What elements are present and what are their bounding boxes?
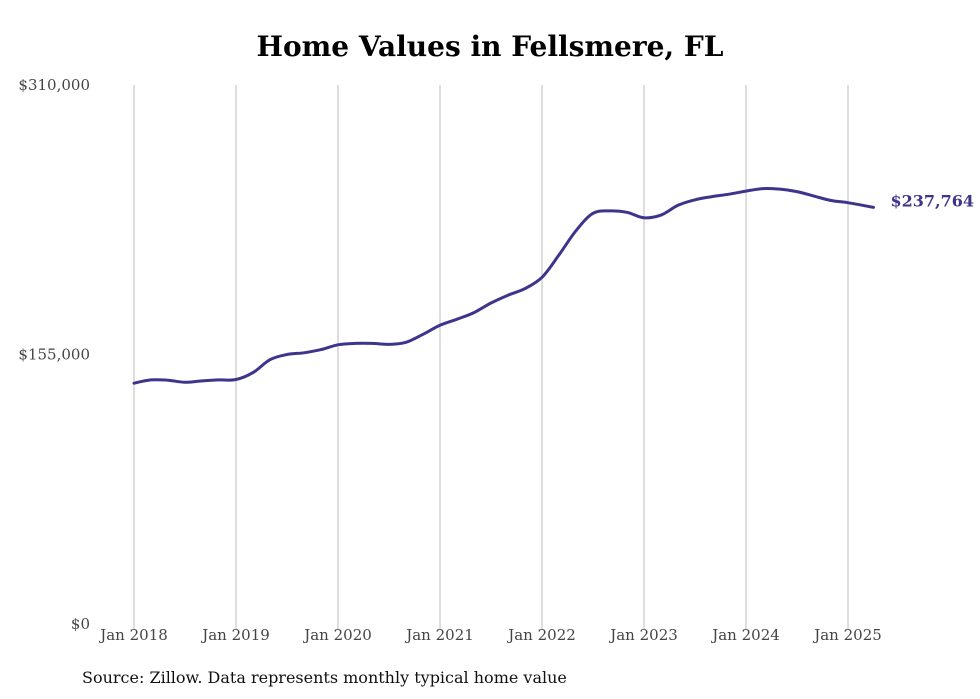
x-axis-ticks: Jan 2018 Jan 2019 Jan 2020 Jan 2021 Jan 2022… [98, 626, 882, 644]
y-axis-ticks: $0 $155,000 $310,000 [18, 76, 90, 633]
source-note: Source: Zillow. Data represents monthly … [82, 668, 567, 687]
x-tick-label: Jan 2020 [302, 626, 372, 644]
y-tick-label: $155,000 [18, 346, 90, 364]
chart-title: Home Values in Fellsmere, FL [256, 30, 724, 63]
series-group [132, 186, 875, 385]
series-line [132, 186, 875, 385]
x-tick-label: Jan 2023 [608, 626, 678, 644]
end-value-label: $237,764 [891, 191, 975, 210]
x-tick-label: Jan 2025 [812, 626, 882, 644]
y-tick-label: $0 [71, 615, 90, 633]
x-tick-label: Jan 2021 [404, 626, 474, 644]
x-tick-label: Jan 2024 [710, 626, 780, 644]
data-labels: $237,764 [891, 191, 975, 210]
x-tick-label: Jan 2018 [98, 626, 168, 644]
vertical-gridlines [133, 85, 849, 630]
x-tick-label: Jan 2019 [200, 626, 270, 644]
y-tick-label: $310,000 [18, 76, 90, 94]
x-tick-label: Jan 2022 [506, 626, 576, 644]
